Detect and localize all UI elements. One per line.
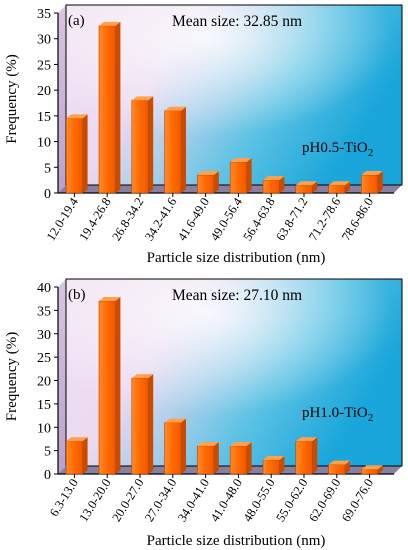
x-tick-label: 6.3-13.0 [47, 476, 81, 519]
bar-27.0-34.0 [163, 418, 186, 475]
bar-49.0-56.4 [229, 158, 252, 194]
panel-label: (a) [68, 13, 85, 29]
bar-19.4-26.8 [98, 21, 121, 194]
y-tick-label: 30 [37, 33, 51, 48]
chart-b-svg: 05101520253035406.3-13.013.0-20.020.0-27… [4, 278, 403, 549]
chart-panel-a: 0 5 10 15 20 25 30 35 12.0-19.4 19.4-26.8 26.8-34.… [0, 0, 408, 272]
y-tick-label: 20 [37, 84, 51, 99]
bar-34.2-41.6 [163, 106, 186, 194]
x-tick-label: 78.6-86.0 [339, 195, 376, 243]
y-tick-label: 10 [37, 421, 51, 436]
y-tick-label: 40 [37, 281, 51, 296]
bar-41.0-48.0 [229, 441, 252, 475]
bar-20.0-27.0 [130, 374, 154, 475]
bar-48.0-55.0 [262, 455, 285, 475]
bar-13.0-20.0 [98, 297, 121, 475]
bar-34.0-41.0 [196, 441, 219, 475]
panel-label: (b) [68, 287, 86, 303]
y-tick-label: 25 [37, 351, 51, 366]
bar-12.0-19.4 [65, 114, 88, 194]
bar-69.0-76.0 [360, 465, 383, 475]
bar-6.3-13.0 [65, 437, 88, 475]
y-tick-label: 25 [37, 58, 51, 73]
y-tick-label: 10 [37, 136, 51, 151]
chart-panel-b: 0 5 10 15 20 25 30 35 40 6.3-13.0 13.0-20.0 20.0-27… [0, 274, 408, 550]
bar-26.8-34.2 [130, 96, 154, 194]
mean-size-annotation: Mean size: 27.10 nm [172, 287, 302, 304]
y-axis-title: Frequency (%) [4, 332, 20, 422]
y-tick-label: 35 [37, 7, 51, 22]
sample-label: pH0.5-TiO2 [302, 140, 373, 159]
left-wall [58, 279, 66, 474]
sample-label: pH1.0-TiO2 [302, 405, 373, 424]
y-tick-label: 30 [37, 328, 51, 343]
bar-71.2-78.6 [327, 181, 350, 194]
x-axis-title: Particle size distribution (nm) [147, 533, 326, 549]
left-wall [58, 5, 66, 193]
mean-size-annotation: Mean size: 32.85 nm [172, 13, 302, 30]
y-tick-label: 15 [37, 110, 51, 125]
y-tick-label: 35 [37, 304, 51, 319]
x-tick-label: 69.0-76.0 [339, 476, 376, 524]
y-tick-label: 0 [44, 187, 51, 202]
x-axis-title: Particle size distribution (nm) [147, 250, 326, 266]
bar-56.4-63.8 [262, 176, 285, 194]
y-tick-label: 15 [37, 398, 51, 413]
bar-41.6-49.0 [196, 171, 219, 194]
bar-78.6-86.0 [360, 171, 383, 194]
y-tick-label: 20 [37, 375, 51, 390]
bar-55.0-62.0 [294, 437, 318, 475]
chart-a-svg: 0510152025303512.0-19.419.4-26.826.8-34.… [4, 4, 403, 266]
y-tick-label: 5 [44, 161, 51, 176]
y-tick-label: 0 [44, 468, 51, 483]
y-axis-title: Frequency (%) [4, 54, 20, 144]
y-tick-label: 5 [44, 445, 51, 460]
